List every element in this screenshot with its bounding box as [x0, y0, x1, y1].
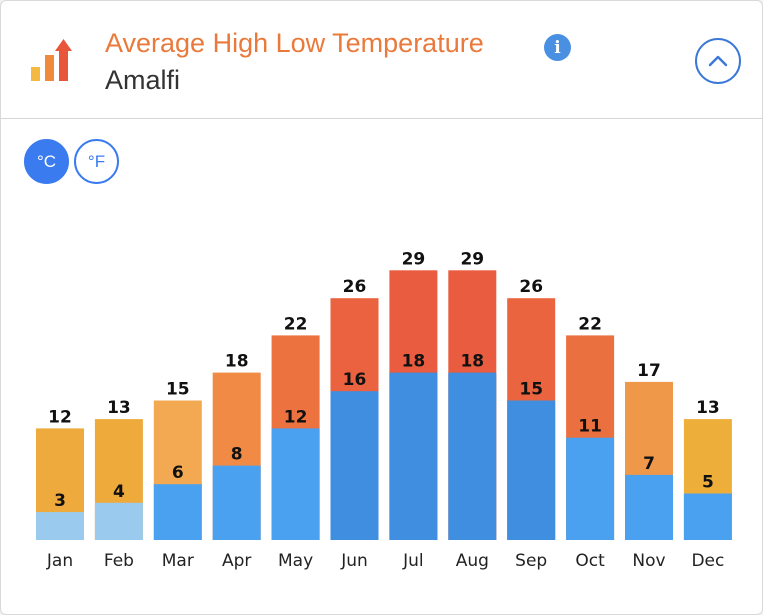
collapse-button[interactable] — [695, 38, 741, 84]
chart-title: Average High Low Temperature — [105, 28, 484, 58]
month-label-jul: Jul — [402, 551, 424, 571]
low-temp-label-jul: 18 — [402, 352, 426, 372]
month-label-mar: Mar — [162, 551, 194, 571]
low-temp-label-dec: 5 — [702, 473, 714, 493]
high-temp-label-may: 22 — [284, 314, 308, 334]
low-temp-label-nov: 7 — [643, 454, 655, 474]
high-temp-label-jan: 12 — [48, 407, 72, 427]
low-temp-label-jan: 3 — [54, 491, 66, 511]
high-temp-label-oct: 22 — [578, 314, 602, 334]
high-temp-label-jun: 26 — [343, 277, 367, 297]
low-temp-bar-aug — [448, 372, 497, 540]
month-label-jun: Jun — [340, 551, 368, 571]
month-label-may: May — [278, 551, 313, 571]
low-temp-label-jun: 16 — [343, 370, 367, 390]
low-temp-label-feb: 4 — [113, 482, 125, 502]
low-temp-bar-feb — [94, 502, 143, 540]
fahrenheit-toggle[interactable]: °F — [74, 139, 119, 184]
high-temp-label-dec: 13 — [696, 398, 720, 418]
low-temp-label-mar: 6 — [172, 463, 184, 483]
month-label-dec: Dec — [691, 551, 724, 571]
low-temp-label-oct: 11 — [578, 417, 602, 437]
low-temp-bar-jun — [330, 391, 379, 540]
location-name: Amalfi — [105, 65, 181, 95]
low-temp-label-apr: 8 — [231, 445, 243, 465]
low-temp-bar-nov — [625, 474, 673, 540]
low-temp-bar-may — [271, 428, 320, 540]
month-label-aug: Aug — [456, 551, 489, 571]
month-label-jan: Jan — [46, 551, 73, 571]
card-header: Average High Low Temperature Amalfi i — [1, 1, 762, 119]
low-temp-label-may: 12 — [284, 407, 308, 427]
low-temp-label-sep: 15 — [519, 380, 543, 400]
high-temp-label-nov: 17 — [637, 361, 661, 381]
low-temp-bar-apr — [212, 465, 261, 540]
high-temp-label-sep: 26 — [519, 277, 543, 297]
low-temp-bar-mar — [153, 484, 202, 540]
month-label-nov: Nov — [632, 551, 665, 571]
high-temp-label-mar: 15 — [166, 380, 190, 400]
low-temp-bar-dec — [683, 493, 732, 540]
month-label-sep: Sep — [515, 551, 547, 571]
month-label-apr: Apr — [222, 551, 251, 571]
temperature-bar-chart: 12 3 Jan 13 4 Feb 15 6 Mar 18 8 Apr 22 12 May 26 16 Jun 29… — [36, 249, 732, 571]
low-temp-bar-jul — [389, 372, 438, 540]
low-temp-bar-oct — [566, 437, 615, 540]
month-label-feb: Feb — [104, 551, 134, 571]
high-temp-label-jul: 29 — [402, 249, 426, 269]
low-temp-bar-jan — [36, 512, 84, 540]
month-label-oct: Oct — [575, 551, 605, 571]
celsius-toggle[interactable]: °C — [24, 139, 69, 184]
low-temp-label-aug: 18 — [460, 352, 484, 372]
chevron-up-icon — [708, 55, 728, 67]
bar-chart-logo-icon — [27, 37, 79, 83]
low-temp-bar-sep — [507, 400, 556, 540]
info-icon[interactable]: i — [544, 34, 571, 61]
high-temp-label-apr: 18 — [225, 352, 249, 372]
high-temp-label-aug: 29 — [460, 249, 484, 269]
high-temp-label-feb: 13 — [107, 398, 131, 418]
